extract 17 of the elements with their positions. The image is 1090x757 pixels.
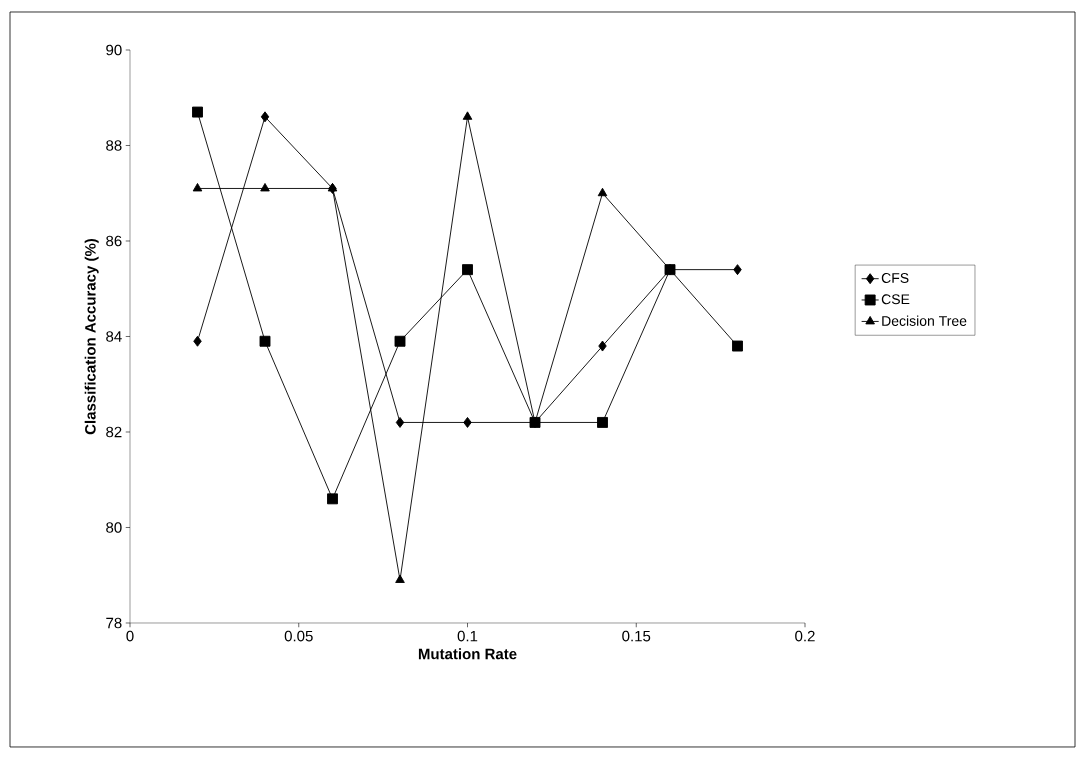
y-tick-label: 84: [106, 331, 122, 342]
y-tick-label: 90: [106, 44, 122, 56]
legend-label: Decision Tree: [882, 315, 967, 326]
x-axis-title: Mutation Rate: [418, 648, 517, 660]
y-tick-label: 88: [106, 140, 122, 151]
x-tick-label: 0.05: [284, 630, 313, 642]
legend-label: CFS: [881, 273, 909, 283]
y-tick-label: 78: [106, 617, 122, 629]
x-tick-label: 0: [126, 630, 134, 642]
x-tick-label: 0.2: [795, 630, 815, 642]
y-tick-label: 80: [106, 522, 122, 533]
y-tick-label: 86: [106, 235, 122, 247]
x-tick-label: 0.1: [457, 630, 478, 642]
y-tick-label: 82: [106, 426, 122, 438]
x-tick-label: 0.15: [622, 630, 651, 642]
y-axis-title: Classification Accuracy (%): [84, 238, 99, 435]
legend-label: CSE: [881, 294, 910, 305]
